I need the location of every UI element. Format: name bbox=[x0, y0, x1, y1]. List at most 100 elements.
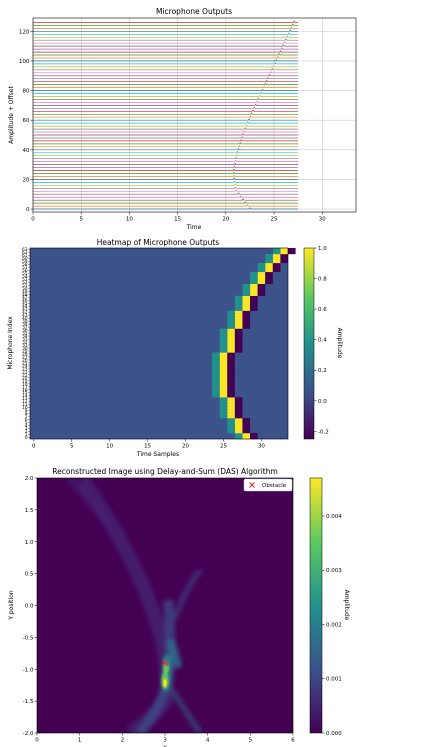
chart3-colorbar-tick-label: 0.002 bbox=[326, 622, 342, 628]
arc-cell-shoulder bbox=[219, 349, 228, 353]
chart2-y-ticks: 0123456789101112131415161718192021222324… bbox=[22, 247, 30, 440]
chart1-y-ticks: 0 20 40 60 80 100 120 bbox=[19, 29, 33, 213]
chart1-y-tick-label: 40 bbox=[23, 148, 30, 154]
arc-cell-trough bbox=[234, 346, 243, 350]
chart2-y-tick-label: 21 bbox=[22, 372, 28, 377]
arc-cell-trough bbox=[242, 427, 251, 431]
arc-cell-trough bbox=[250, 433, 258, 437]
chart2-y-tick-label: 47 bbox=[22, 295, 28, 300]
arc-cell-trough bbox=[227, 370, 235, 374]
microphone-outputs-panel: Microphone Outputs 0 5 10 15 20 25 30 0 20 40 60 8… bbox=[8, 7, 357, 231]
arc-cell-shoulder bbox=[212, 358, 220, 362]
arc-cell-peak bbox=[234, 313, 243, 317]
arc-cell-trough bbox=[272, 265, 281, 270]
chart2-colorbar-tick-label: 1.0 bbox=[318, 246, 327, 252]
microphone-trace bbox=[33, 127, 299, 130]
arc-cell-shoulder bbox=[219, 406, 228, 410]
arc-cell-peak bbox=[234, 325, 243, 329]
microphone-trace bbox=[33, 97, 299, 100]
arc-cell-trough bbox=[234, 328, 243, 332]
arc-cell-peak bbox=[234, 418, 243, 422]
chart1-y-tick-label: 60 bbox=[23, 118, 30, 124]
microphone-trace bbox=[33, 201, 299, 204]
microphone-trace bbox=[33, 32, 299, 35]
microphone-trace bbox=[33, 153, 299, 157]
arc-cell-trough bbox=[227, 361, 235, 365]
arc-cell-shoulder bbox=[219, 397, 228, 401]
microphone-trace bbox=[33, 109, 299, 112]
chart2-y-tick-label: 10 bbox=[22, 405, 28, 410]
chart2-y-tick-label: 5 bbox=[25, 420, 28, 425]
microphone-trace bbox=[33, 94, 299, 97]
arc-cell-shoulder bbox=[234, 295, 243, 299]
arc-cell-peak bbox=[227, 412, 235, 416]
microphone-trace bbox=[33, 195, 299, 198]
arc-cell-peak bbox=[272, 259, 281, 264]
chart1-y-label: Amplitude + Offset bbox=[8, 86, 15, 144]
arc-cell-peak bbox=[250, 292, 258, 296]
chart2-colorbar-label: Amplitude bbox=[336, 328, 343, 359]
chart2-y-tick-label: 0 bbox=[25, 435, 28, 440]
microphone-trace bbox=[33, 204, 299, 207]
chart2-y-tick-label: 36 bbox=[22, 328, 28, 333]
arc-cell-trough bbox=[227, 382, 235, 386]
arc-cell-shoulder bbox=[265, 259, 273, 264]
arc-cell-peak bbox=[227, 343, 235, 347]
arc-cell-peak bbox=[219, 355, 228, 359]
chart2-x-label: Time Samples bbox=[136, 451, 179, 458]
microphone-trace bbox=[33, 174, 299, 177]
arc-cell-peak bbox=[227, 346, 235, 350]
arc-cell-peak bbox=[234, 316, 243, 320]
arc-cell-peak bbox=[219, 385, 228, 389]
chart2-y-tick-label: 57 bbox=[22, 265, 28, 270]
chart2-y-tick-label: 25 bbox=[22, 360, 28, 365]
chart2-y-tick-label: 27 bbox=[22, 354, 28, 359]
arc-cell-shoulder bbox=[227, 322, 235, 326]
microphone-trace bbox=[33, 162, 299, 165]
chart2-colorbar-tick-label: 0.0 bbox=[318, 399, 327, 405]
arc-cell-shoulder bbox=[212, 391, 220, 395]
microphone-trace bbox=[33, 70, 299, 74]
arc-cell-trough bbox=[265, 280, 273, 285]
chart2-arc bbox=[212, 248, 296, 440]
chart3-x-tick-label: 5 bbox=[249, 738, 253, 744]
arc-cell-peak bbox=[219, 373, 228, 377]
arc-cell-trough bbox=[234, 400, 243, 404]
microphone-trace bbox=[33, 85, 299, 88]
arc-cell-shoulder bbox=[219, 340, 228, 344]
chart2-x-tick-label: 25 bbox=[220, 444, 227, 450]
chart2-x-tick-label: 5 bbox=[70, 444, 74, 450]
chart3-x-label: X bbox=[163, 745, 167, 747]
arc-cell-trough bbox=[242, 424, 251, 428]
chart3-x-tick-label: 2 bbox=[121, 738, 125, 744]
arc-cell-trough bbox=[227, 394, 235, 398]
arc-cell-peak bbox=[272, 256, 281, 261]
arc-cell-trough bbox=[242, 316, 251, 320]
arc-cell-shoulder bbox=[227, 313, 235, 317]
arc-cell-shoulder bbox=[219, 403, 228, 407]
arc-cell-shoulder bbox=[250, 274, 258, 279]
chart3-y-tick-label: -0.5 bbox=[23, 635, 34, 641]
arc-cell-trough bbox=[250, 304, 258, 308]
chart2-colorbar-tick-label: 0.4 bbox=[318, 338, 327, 344]
arc-cell-peak bbox=[219, 394, 228, 398]
chart2-y-tick-label: 54 bbox=[22, 274, 28, 279]
arc-cell-peak bbox=[265, 265, 273, 270]
microphone-trace bbox=[33, 165, 299, 168]
arc-cell-peak bbox=[242, 436, 251, 440]
chart3-y-tick-label: 0.5 bbox=[25, 572, 34, 578]
arc-cell-trough bbox=[265, 274, 273, 279]
arc-cell-trough bbox=[227, 373, 235, 377]
chart2-x-ticks: 0 5 10 15 20 25 30 bbox=[32, 439, 265, 450]
chart3-y-tick-label: 2.0 bbox=[25, 476, 34, 482]
chart3-colorbar-tick-label: 0.000 bbox=[326, 731, 342, 737]
arc-cell-shoulder bbox=[234, 307, 243, 311]
arc-cell-peak bbox=[257, 277, 266, 282]
chart3-y-tick-label: -2.0 bbox=[23, 731, 34, 737]
legend-label: Obstacle bbox=[262, 483, 287, 489]
arc-cell-trough bbox=[227, 376, 235, 380]
arc-cell-shoulder bbox=[227, 325, 235, 329]
chart1-x-label: Time bbox=[186, 224, 202, 231]
microphone-trace bbox=[33, 141, 299, 145]
chart2-y-tick-label: 17 bbox=[22, 384, 28, 389]
